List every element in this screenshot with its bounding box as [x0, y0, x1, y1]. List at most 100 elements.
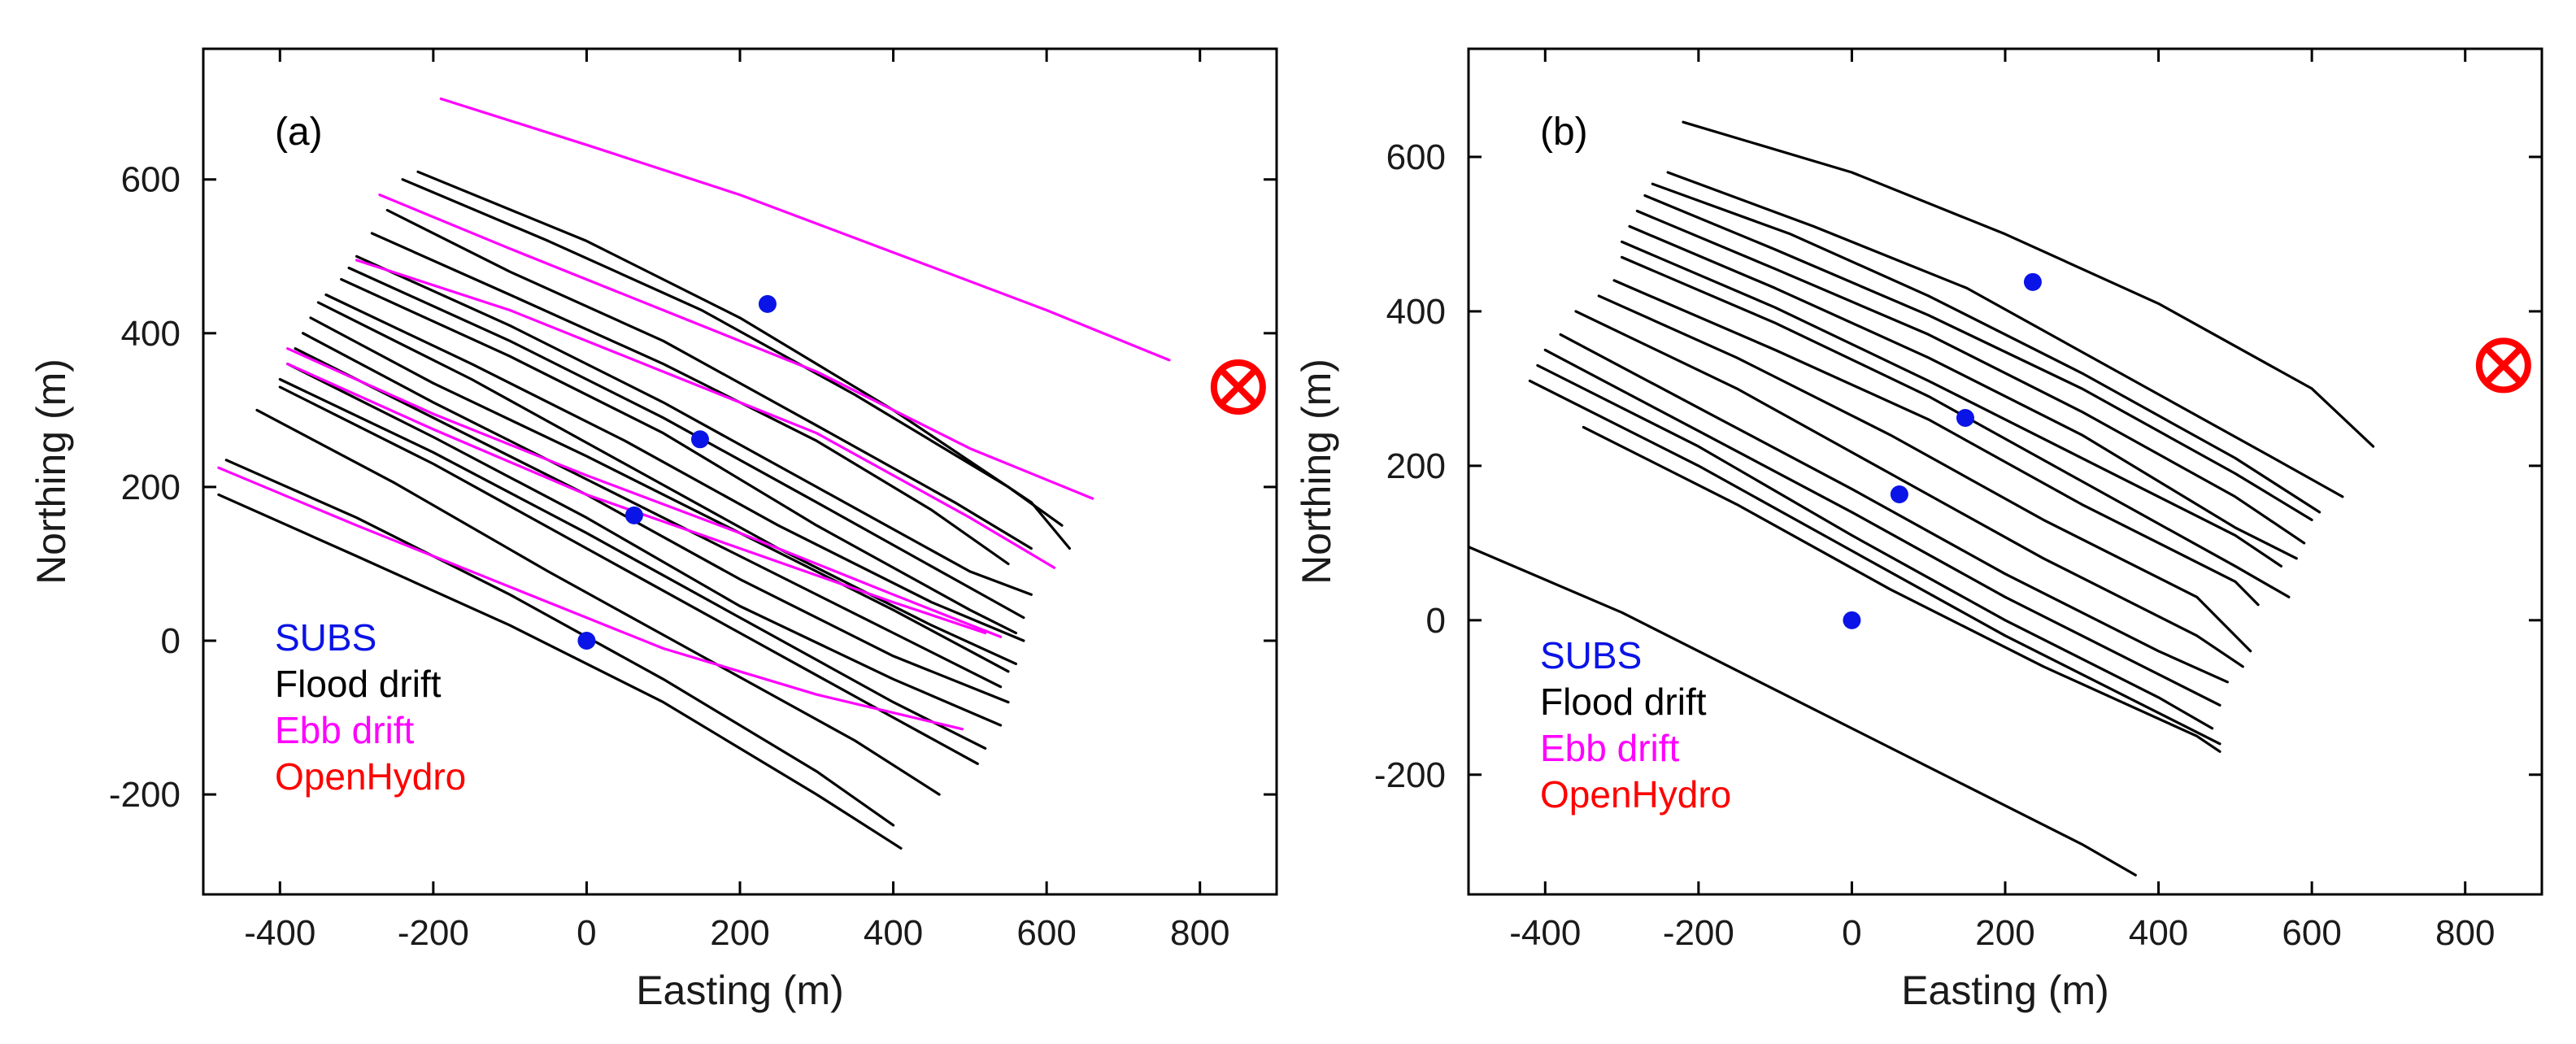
flood-track [1559, 333, 2229, 684]
y-tick-label: 200 [1386, 446, 1446, 486]
flood-track [416, 170, 1071, 550]
flood-track [294, 347, 1010, 704]
ebb-tracks-a [217, 97, 1171, 731]
x-tick-label: -200 [398, 913, 469, 953]
flood-track [1574, 310, 2244, 668]
flood-track [1666, 171, 2344, 498]
flood-track [1635, 209, 2306, 545]
x-tick-label: 800 [2435, 913, 2495, 953]
subs-point [1956, 408, 1974, 427]
openhydro-cross [2484, 346, 2523, 385]
flood-track [278, 377, 987, 750]
flood-track [1612, 279, 2260, 607]
x-axis-title-b: Easting (m) [1901, 968, 2109, 1013]
y-tick-label: -200 [1374, 755, 1446, 795]
subs-point [1843, 611, 1861, 629]
y-tick-label: -200 [109, 775, 181, 815]
x-tick-label: 0 [577, 913, 596, 953]
subs-point [624, 506, 643, 524]
ebb-track [217, 466, 964, 731]
flood-track [1682, 120, 2375, 448]
flood-track [217, 493, 903, 850]
flood-track [255, 408, 941, 796]
flood-track [385, 208, 1033, 550]
openhydro-marker-b [2475, 337, 2531, 394]
y-tick-label: 0 [161, 621, 181, 661]
x-tick-label: 400 [2129, 913, 2188, 953]
x-tick-label: 600 [2282, 913, 2341, 953]
flood-track [316, 301, 1017, 665]
flood-track [302, 332, 1003, 689]
x-tick-label: -400 [1509, 913, 1581, 953]
panel-label-a: (a) [275, 111, 323, 154]
ebb-track [286, 363, 987, 635]
openhydro-marker-a [1210, 359, 1266, 415]
flood-tracks-b [1469, 120, 2375, 877]
subs-point [577, 632, 596, 650]
ticks-b: -400 -200 0 200 400 600 800 -200 0 200 400 600 [1374, 49, 2542, 953]
x-tick-label: 200 [1975, 913, 2034, 953]
flood-track [1528, 379, 2221, 746]
legend-entry-ebb-drift: Ebb drift [1540, 727, 1680, 769]
flood-track [1628, 224, 2298, 560]
legend-a: SUBS Flood drift Ebb drift OpenHydro [275, 616, 466, 798]
flood-track [1621, 255, 2291, 598]
flood-track [286, 363, 1003, 727]
ebb-track [378, 194, 1094, 500]
flood-track [340, 278, 1017, 635]
flood-track [1643, 194, 2313, 521]
y-tick-label: 600 [1386, 137, 1446, 177]
flood-track [309, 316, 1010, 673]
openhydro-cross [1219, 368, 1258, 407]
openhydro-circle [2475, 337, 2531, 394]
subs-point [2023, 272, 2042, 291]
subs-point [1890, 485, 1908, 504]
flood-track [355, 254, 1033, 596]
flood-track [1651, 182, 2321, 514]
x-tick-label: 800 [1170, 913, 1229, 953]
ebb-track [355, 259, 1056, 569]
legend-entry-openhydro: OpenHydro [275, 755, 466, 798]
y-axis-title-a: Northing (m) [28, 359, 74, 585]
ebb-track [286, 347, 1003, 638]
x-tick-label: 200 [710, 913, 769, 953]
flood-track [278, 385, 979, 765]
flood-track [1582, 425, 2221, 753]
y-tick-label: 0 [1426, 601, 1446, 641]
y-tick-label: 400 [121, 314, 181, 354]
legend-entry-flood-drift: Flood drift [1540, 681, 1707, 723]
flood-track [324, 293, 1025, 642]
flood-track [1469, 546, 2137, 877]
panel-label-b: (b) [1540, 111, 1588, 154]
ebb-track [439, 97, 1171, 362]
x-tick-label: 600 [1016, 913, 1076, 953]
x-tick-label: 0 [1842, 913, 1861, 953]
y-tick-label: 600 [121, 160, 181, 200]
legend-entry-ebb-drift: Ebb drift [275, 709, 415, 751]
legend-entry-openhydro: OpenHydro [1540, 773, 1731, 816]
legend-b: SUBS Flood drift Ebb drift OpenHydro [1540, 634, 1731, 816]
y-tick-label: 200 [121, 468, 181, 507]
x-tick-label: -400 [244, 913, 315, 953]
flood-track [1597, 294, 2252, 653]
legend-entry-subs: SUBS [1540, 634, 1642, 676]
x-tick-label: -200 [1663, 913, 1734, 953]
legend-entry-flood-drift: Flood drift [275, 663, 442, 705]
y-axis-title-b: Northing (m) [1294, 359, 1339, 585]
subs-point [758, 294, 777, 313]
y-tick-label: 400 [1386, 292, 1446, 332]
flood-track [1621, 240, 2282, 568]
ticks-a: -400 -200 0 200 400 600 800 -200 0 200 400 600 [109, 49, 1277, 953]
subs-points-a [577, 294, 777, 650]
subs-points-b [1843, 272, 2042, 629]
flood-track [347, 266, 1025, 620]
flood-track [1543, 348, 2221, 707]
x-axis-title-a: Easting (m) [636, 968, 844, 1013]
subs-point [690, 430, 709, 449]
openhydro-circle [1210, 359, 1266, 415]
x-tick-label: 400 [864, 913, 923, 953]
flood-tracks-a [217, 170, 1071, 850]
